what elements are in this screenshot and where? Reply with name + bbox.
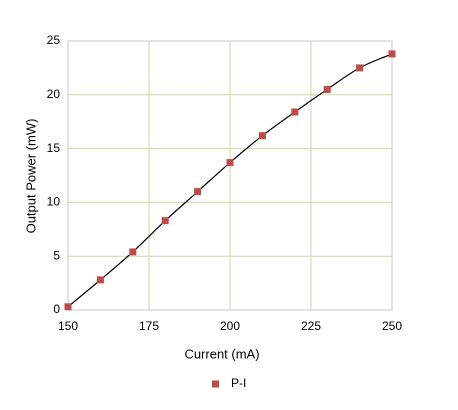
data-point (194, 188, 202, 196)
legend-swatch (212, 380, 219, 388)
y-tick-label: 15 (47, 141, 61, 155)
x-axis-label: Current (mA) (184, 346, 259, 361)
x-tick-label: 250 (382, 319, 402, 333)
plot-frame (67, 40, 393, 311)
data-point (64, 303, 72, 311)
data-point (356, 64, 364, 72)
y-tick-label: 10 (47, 195, 61, 209)
y-tick-label: 20 (47, 87, 61, 101)
data-point (323, 85, 331, 93)
data-point (129, 248, 137, 256)
data-point (161, 217, 169, 225)
data-point (291, 108, 299, 116)
x-tick-label: 200 (220, 319, 240, 333)
y-tick-label: 5 (53, 248, 60, 262)
y-tick-label: 25 (47, 33, 61, 47)
legend-label: P-I (231, 376, 246, 390)
data-point (388, 50, 396, 58)
x-tick-label: 175 (139, 319, 159, 333)
x-tick-label: 225 (301, 319, 321, 333)
y-tick-label: 0 (53, 302, 60, 316)
y-axis-label: Output Power (mW) (23, 119, 38, 234)
data-point (226, 159, 234, 167)
data-point (96, 276, 104, 284)
data-point (258, 132, 266, 140)
x-tick-label: 150 (58, 319, 78, 333)
